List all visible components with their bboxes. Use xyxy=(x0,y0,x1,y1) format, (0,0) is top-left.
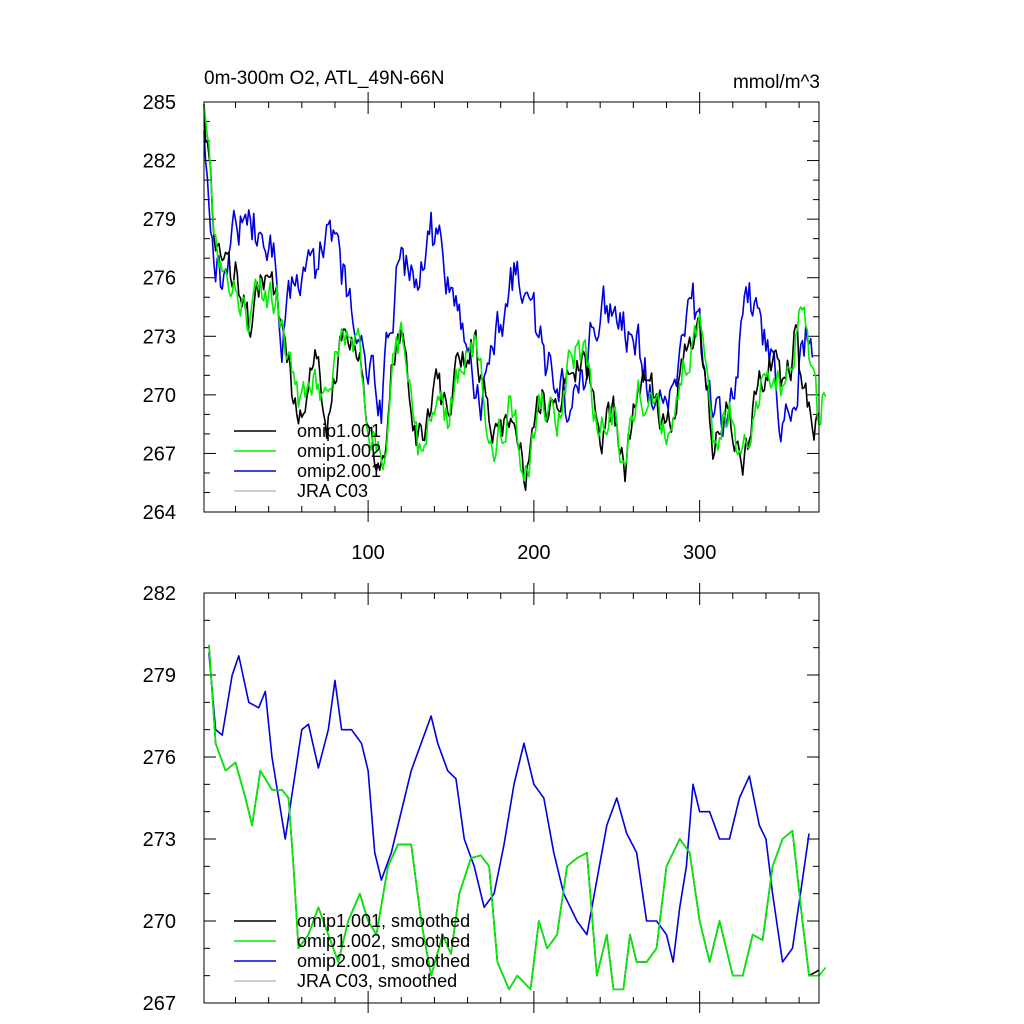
y-tick-label: 282 xyxy=(143,583,176,605)
legend-label: JRA C03 xyxy=(297,481,368,501)
y-tick-label: 267 xyxy=(143,993,176,1015)
top-plot-frame xyxy=(203,101,820,513)
y-tick-label: 285 xyxy=(143,92,176,114)
x-tick-label: 100 xyxy=(351,542,384,564)
y-tick-label: 273 xyxy=(143,326,176,348)
legend-label: omip1.001, smoothed xyxy=(297,911,470,931)
bottom-series xyxy=(208,644,827,991)
y-tick-label: 264 xyxy=(143,502,176,524)
units-label: mmol/m^3 xyxy=(733,72,820,93)
legend-label: omip1.001 xyxy=(297,421,381,441)
y-tick-label: 276 xyxy=(143,268,176,290)
x-tick-label: 300 xyxy=(683,542,716,564)
legend-label: omip2.001 xyxy=(297,461,381,481)
legend-label: JRA C03, smoothed xyxy=(297,971,457,991)
y-tick-label: 267 xyxy=(143,443,176,465)
y-tick-label: 279 xyxy=(143,209,176,231)
legend-label: omip1.002, smoothed xyxy=(297,931,470,951)
y-tick-label: 270 xyxy=(143,911,176,933)
x-tick-label: 200 xyxy=(517,542,550,564)
legend-label: omip2.001, smoothed xyxy=(297,951,470,971)
chart-title: 0m-300m O2, ATL_49N-66N xyxy=(204,68,444,89)
y-tick-label: 273 xyxy=(143,829,176,851)
y-tick-label: 270 xyxy=(143,385,176,407)
series-line-omip1-002-smoothed xyxy=(208,644,827,991)
series-line-omip1-001 xyxy=(203,104,820,492)
y-tick-label: 282 xyxy=(143,151,176,173)
y-tick-label: 279 xyxy=(143,665,176,687)
series-line-omip2-001-smoothed xyxy=(208,653,810,963)
monthly-panel: 0m-300m O2, ATL_49N-66N mmol/m^3 2642672… xyxy=(143,68,827,564)
legend-label: omip1.002 xyxy=(297,441,381,461)
top-axis-ticks: 264 267 270 273 276 279 282 285 100 200 300 xyxy=(143,92,819,564)
top-series xyxy=(203,104,827,492)
series-line-omip2-001 xyxy=(203,131,814,443)
bottom-axis-ticks: 267 270 273 276 279 282 xyxy=(143,583,819,1015)
y-tick-label: 276 xyxy=(143,747,176,769)
series-line-omip1-002 xyxy=(203,104,827,482)
bottom-plot-frame xyxy=(203,592,820,1004)
